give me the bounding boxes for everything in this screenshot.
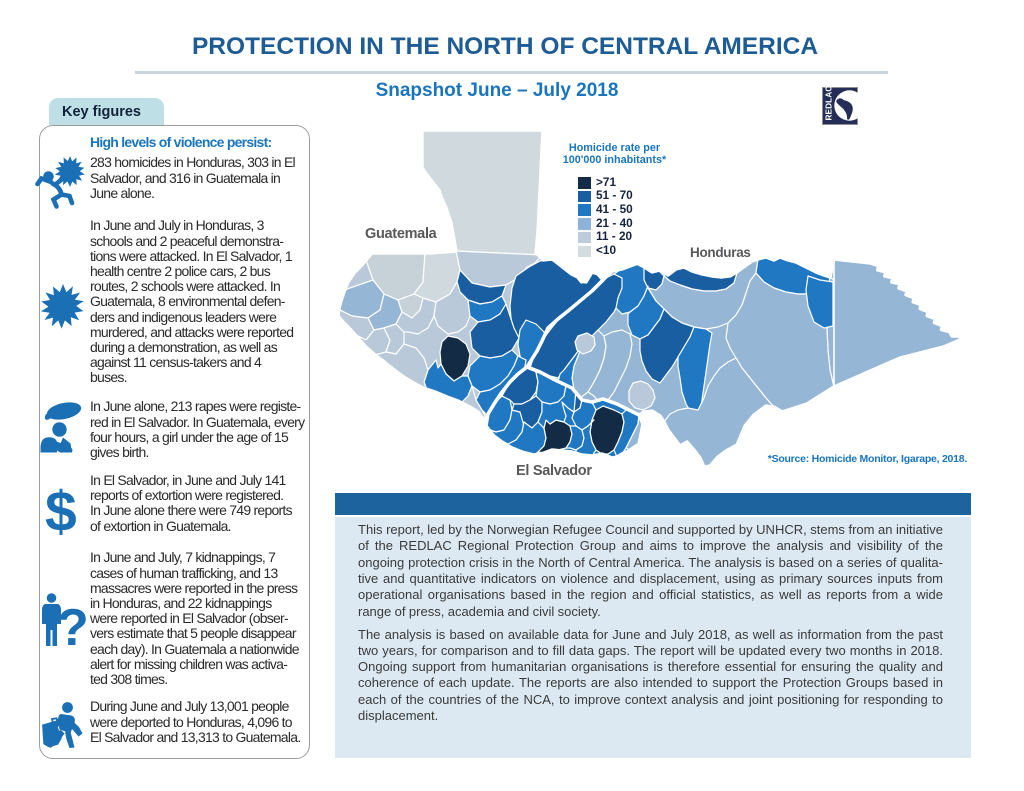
svg-text:REDLAC: REDLAC <box>824 87 833 121</box>
svg-text:?: ? <box>57 599 89 657</box>
svg-text:$: $ <box>45 480 77 544</box>
